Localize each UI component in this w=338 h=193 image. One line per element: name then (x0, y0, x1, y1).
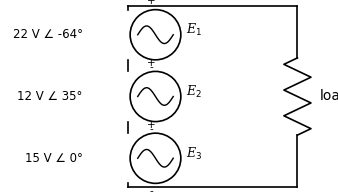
Text: E$_2$: E$_2$ (186, 84, 202, 100)
Text: -: - (150, 186, 153, 193)
Text: E$_3$: E$_3$ (186, 146, 202, 162)
Text: 15 V ∠ 0°: 15 V ∠ 0° (25, 152, 83, 165)
Text: -: - (150, 124, 153, 134)
Text: E$_1$: E$_1$ (186, 22, 202, 38)
Text: load: load (319, 90, 338, 103)
Text: 12 V ∠ 35°: 12 V ∠ 35° (18, 90, 83, 103)
Text: +: + (147, 58, 156, 68)
Text: -: - (150, 62, 153, 72)
Text: +: + (147, 0, 156, 6)
Text: 22 V ∠ -64°: 22 V ∠ -64° (13, 28, 83, 41)
Text: +: + (147, 120, 156, 130)
